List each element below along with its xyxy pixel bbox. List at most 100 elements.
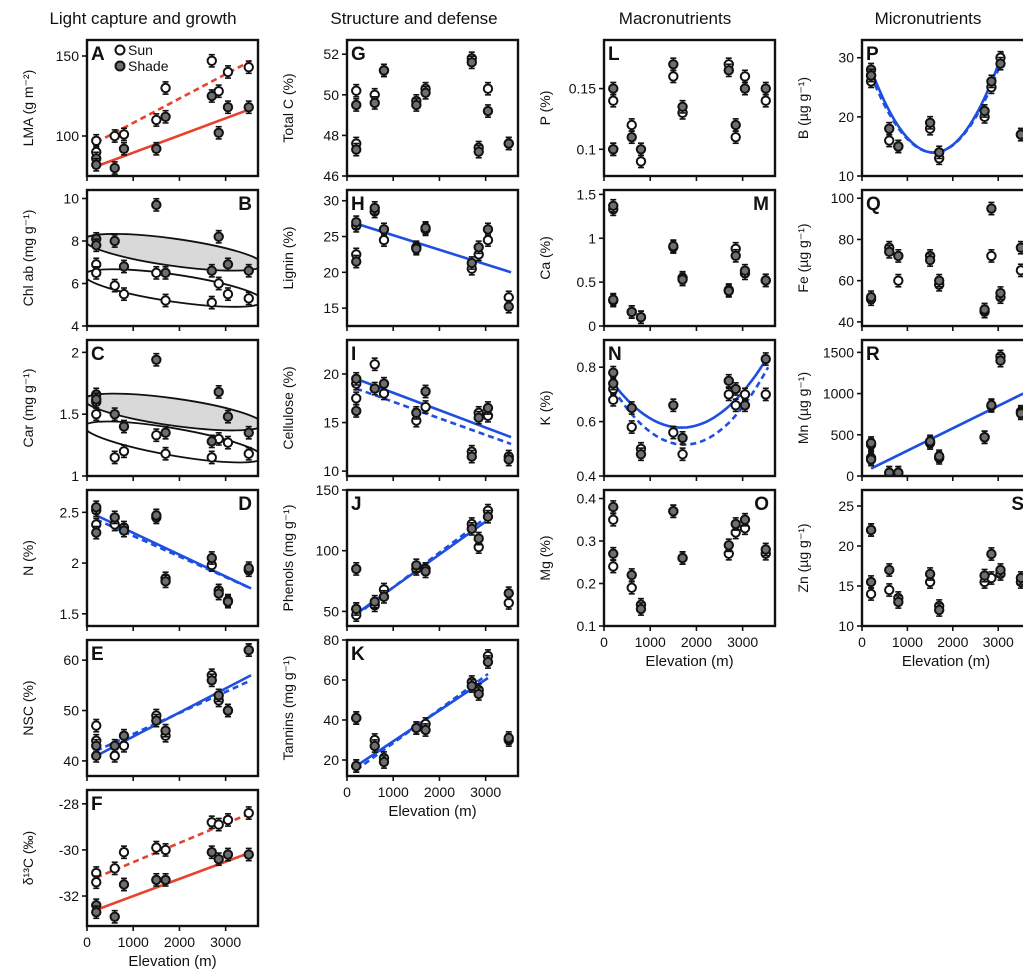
- shade-point: [1015, 129, 1023, 140]
- sun-point: [760, 389, 771, 400]
- sun-point: [109, 130, 120, 142]
- shade-point: [213, 690, 224, 701]
- shade-point: [635, 144, 647, 155]
- panel-N: 0.4 0.6 0.8 K (%) N: [537, 338, 777, 484]
- sun-point: [730, 400, 741, 411]
- panel-letter: A: [91, 44, 105, 65]
- shade-point: [893, 141, 904, 152]
- column-title-light: Light capture and growth: [49, 9, 236, 28]
- y-tick-label: 80: [323, 632, 339, 648]
- shade-point: [608, 83, 619, 94]
- y-tick-label: 0.2: [577, 576, 597, 592]
- y-tick-label: 100: [316, 543, 340, 559]
- x-tick-label: 0: [343, 784, 351, 800]
- shade-point: [109, 235, 120, 247]
- panel-frame-A: [85, 38, 260, 178]
- y-tick-label: 0.3: [577, 533, 597, 549]
- shade-point: [160, 725, 171, 736]
- y-tick-label: 0.4: [577, 491, 597, 507]
- sun-point: [482, 234, 494, 246]
- shade-point: [420, 222, 431, 234]
- shade-point: [160, 427, 171, 438]
- shade-point: [1015, 572, 1023, 584]
- x-tick-label: 0: [858, 634, 866, 650]
- y-axis-label: Fe (µg g⁻¹): [795, 223, 811, 292]
- shade-point: [206, 847, 217, 858]
- fit-lines-I: [355, 377, 512, 446]
- y-tick-label: 0.6: [577, 414, 597, 430]
- shade-point: [635, 603, 647, 615]
- shade-point: [222, 705, 234, 716]
- shade-point: [369, 740, 380, 752]
- y-tick-label: 0.1: [577, 141, 597, 157]
- sun-point: [760, 95, 771, 106]
- sun-point: [206, 452, 217, 463]
- fit-line-A-1: [95, 107, 252, 168]
- shade-point: [206, 675, 217, 686]
- sun-point: [986, 250, 997, 262]
- shade-point: [411, 722, 422, 734]
- legend-shade-label: Shade: [128, 58, 169, 74]
- panel-letter: R: [866, 344, 880, 365]
- sun-point: [109, 750, 120, 762]
- panel-frame-S: [860, 488, 1023, 628]
- panel-letter: Q: [866, 194, 881, 215]
- shade-point: [243, 849, 254, 860]
- y-tick-label: 2.5: [60, 504, 80, 520]
- shade-point: [91, 240, 102, 251]
- legend-sun-marker: [114, 44, 126, 56]
- panel-letter: P: [866, 44, 879, 65]
- sun-point: [369, 359, 380, 370]
- shade-point: [635, 449, 647, 460]
- sun-point: [884, 135, 895, 146]
- sun-point: [677, 449, 688, 460]
- shade-point: [1015, 242, 1023, 253]
- panel-letter: C: [91, 344, 105, 365]
- x-tick-label: 2000: [164, 934, 195, 950]
- shade-point: [351, 405, 362, 417]
- sun-point: [243, 293, 254, 304]
- sun-point: [160, 82, 171, 94]
- y-tick-label: 150: [56, 48, 80, 64]
- shade-point: [884, 564, 895, 576]
- y-tick-label: 46: [323, 168, 339, 184]
- shade-point: [893, 250, 904, 262]
- sun-point: [884, 584, 895, 596]
- shade-point: [924, 568, 936, 580]
- shade-point: [473, 412, 484, 423]
- shade-point: [411, 407, 422, 419]
- shade-point: [369, 383, 380, 394]
- panel-letter: M: [753, 194, 769, 215]
- shade-point: [466, 451, 477, 462]
- panel-M: 0 0.5 1 1.5 Ca (%) M: [537, 186, 777, 334]
- column-title-micronutrients: Micronutrients: [875, 9, 982, 28]
- shade-point: [213, 853, 224, 865]
- y-tick-label: 80: [838, 231, 854, 247]
- y-tick-label: 0.4: [577, 468, 597, 484]
- sun-point: [118, 446, 130, 457]
- sun-point: [118, 847, 130, 858]
- shade-point: [503, 301, 514, 312]
- x-tick-label: 0: [83, 934, 91, 950]
- y-tick-label: 10: [838, 168, 854, 184]
- panel-frame-H: [345, 188, 520, 328]
- panel-letter: K: [351, 644, 365, 665]
- panel-letter: F: [91, 794, 103, 815]
- y-tick-label: 30: [323, 193, 339, 209]
- shade-point: [420, 386, 431, 397]
- shade-point: [243, 562, 254, 574]
- shade-point: [668, 59, 679, 70]
- fit-line-E-1: [95, 679, 252, 752]
- fit-line-I-0: [355, 377, 512, 439]
- y-tick-label: 1: [588, 230, 596, 246]
- sun-point: [739, 389, 751, 400]
- points-B: [91, 197, 254, 310]
- sun-point: [668, 71, 679, 82]
- shade-point: [608, 367, 619, 378]
- shade-point: [626, 402, 637, 414]
- y-tick-label: 0.1: [577, 618, 597, 634]
- y-tick-label: 0.15: [569, 81, 596, 97]
- y-tick-label: 8: [71, 233, 79, 249]
- x-axis-label: Elevation (m): [388, 803, 476, 820]
